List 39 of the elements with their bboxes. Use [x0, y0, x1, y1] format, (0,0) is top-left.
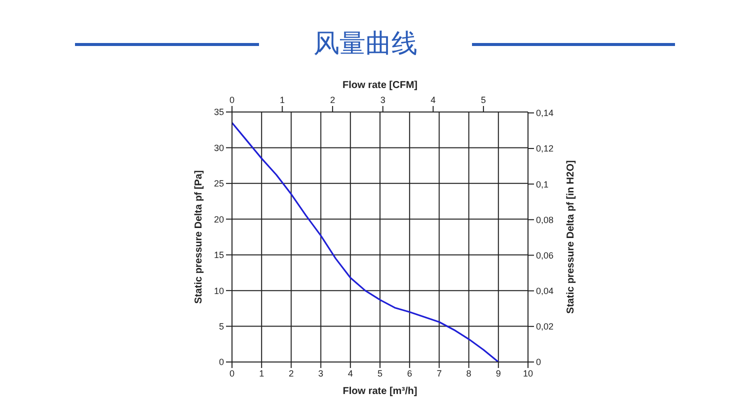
- x-tick-label: 0: [229, 368, 235, 378]
- y2-tick-label: 0,06: [536, 250, 554, 260]
- x2-tick-label: 1: [280, 95, 285, 105]
- x-tick-label: 2: [288, 368, 294, 378]
- y2-tick-label: 0: [536, 357, 542, 368]
- y2-tick-label: 0,08: [536, 214, 554, 225]
- y-axis-title: Static pressure Delta pf [Pa]: [194, 170, 205, 304]
- y-tick-label: 35: [214, 107, 224, 118]
- x-tick-label: 7: [436, 368, 442, 378]
- y2-axis-title: Static pressure Delta pf [in H2O]: [566, 160, 577, 314]
- y-tick-label: 20: [214, 214, 224, 224]
- line-series: [232, 122, 500, 362]
- y-tick-label: 0: [218, 357, 224, 368]
- x2-tick-label: 2: [330, 95, 336, 105]
- y2-tick-label: 0,1: [536, 179, 549, 190]
- x-tick-label: 6: [407, 368, 412, 378]
- x-tick-label: 10: [522, 368, 534, 378]
- x-tick-label: 1: [259, 368, 264, 378]
- x-tick-label: 4: [348, 368, 353, 378]
- x-tick-label: 9: [496, 368, 501, 378]
- y-tick-label: 15: [214, 250, 224, 260]
- x-tick-label: 3: [318, 368, 324, 378]
- x-tick-label: 5: [377, 368, 383, 378]
- x-axis-title: Flow rate [m³/h]: [342, 386, 418, 397]
- x2-axis-title: Flow rate [CFM]: [342, 80, 418, 91]
- y2-tick-label: 0,04: [536, 286, 554, 296]
- chart-title: 风量曲线: [312, 28, 418, 61]
- x2-tick-label: 3: [380, 95, 386, 105]
- y2-tick-label: 0,14: [536, 108, 554, 118]
- y-tick-label: 30: [214, 142, 224, 153]
- y-tick-label: 5: [218, 321, 224, 332]
- y-tick-label: 10: [214, 286, 224, 296]
- x-tick-label: 8: [466, 368, 472, 378]
- x2-tick-label: 5: [480, 95, 486, 105]
- y-tick-label: 25: [214, 178, 224, 189]
- x2-tick-label: 4: [430, 95, 436, 105]
- x2-tick-label: 0: [229, 95, 235, 105]
- y2-tick-label: 0,12: [536, 144, 554, 154]
- y2-tick-label: 0,02: [536, 322, 554, 332]
